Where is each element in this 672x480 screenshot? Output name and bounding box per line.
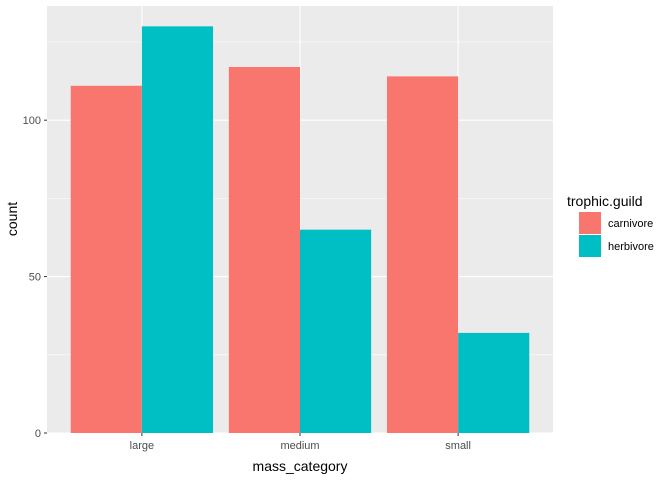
y-axis: 0 50 100 bbox=[23, 115, 47, 440]
y-tick-label: 0 bbox=[35, 428, 41, 440]
legend-key-herbivore bbox=[579, 235, 601, 257]
legend: trophic.guild carnivore herbivore bbox=[567, 193, 654, 257]
bar-herbivore-large bbox=[141, 26, 214, 433]
x-tick-label: large bbox=[130, 440, 154, 452]
legend-title: trophic.guild bbox=[567, 193, 643, 209]
x-tick-label: medium bbox=[280, 440, 319, 452]
bars bbox=[70, 26, 530, 434]
legend-label-herbivore: herbivore bbox=[608, 241, 654, 253]
legend-key-carnivore bbox=[579, 212, 601, 234]
x-axis: large medium small bbox=[130, 433, 471, 452]
bar-herbivore-medium bbox=[300, 229, 372, 433]
bar-carnivore-medium bbox=[228, 67, 300, 433]
x-tick-label: small bbox=[445, 440, 471, 452]
legend-label-carnivore: carnivore bbox=[608, 218, 653, 230]
y-tick-label: 100 bbox=[23, 115, 41, 127]
bar-carnivore-large bbox=[70, 85, 142, 434]
bar-carnivore-small bbox=[386, 76, 459, 433]
y-axis-title: count bbox=[4, 202, 20, 236]
y-tick-label: 50 bbox=[29, 272, 41, 284]
x-axis-title: mass_category bbox=[253, 458, 348, 474]
bar-herbivore-small bbox=[458, 332, 530, 433]
